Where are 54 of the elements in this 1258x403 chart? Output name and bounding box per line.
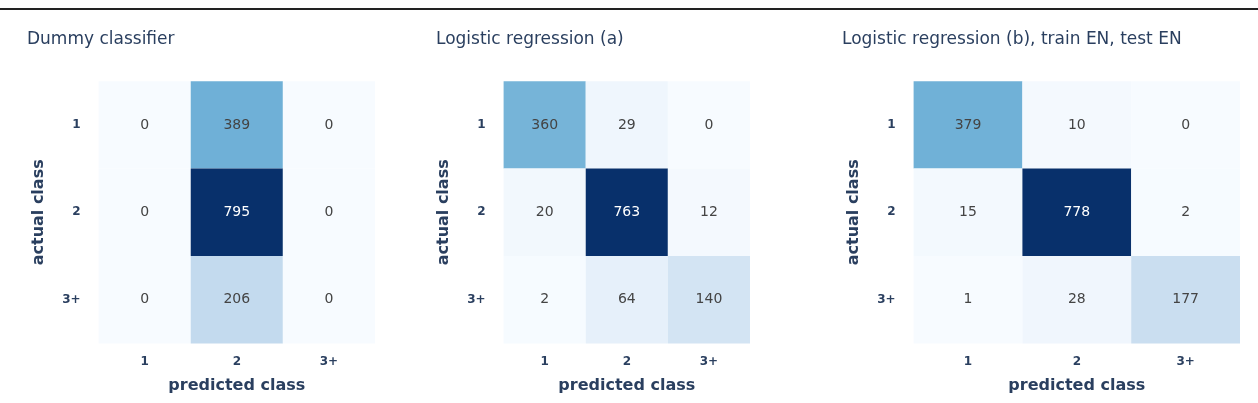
data-label: 778 [1063, 202, 1091, 219]
data-label: 15 [959, 202, 977, 219]
data-label: 763 [613, 202, 641, 219]
data-label: 28 [1067, 290, 1086, 307]
data-label: 29 [617, 115, 636, 132]
x-tick-label: 3+ [319, 353, 339, 368]
y-tick-label: 3+ [877, 291, 896, 306]
x-axis-title: predicted class [1008, 374, 1146, 394]
data-label: 140 [695, 290, 723, 307]
y-tick-label: 2 [477, 204, 486, 219]
y-tick-label: 1 [72, 117, 81, 132]
data-label: 0 [1181, 115, 1191, 132]
data-label: 0 [324, 202, 334, 219]
data-label: 389 [223, 115, 251, 132]
data-label: 795 [223, 202, 251, 219]
data-label: 20 [535, 202, 554, 219]
y-axis-title: actual class [842, 159, 862, 266]
data-label: 177 [1172, 290, 1199, 307]
data-label: 379 [954, 115, 982, 132]
x-tick-label: 1 [963, 353, 973, 368]
data-label: 64 [617, 290, 636, 307]
data-label: 10 [1067, 115, 1086, 132]
x-tick-label: 3+ [699, 353, 719, 368]
data-label: 1 [963, 290, 973, 307]
y-tick-label: 3+ [467, 291, 486, 306]
chart-title: Dummy classifier [26, 28, 176, 50]
x-tick-label: 2 [622, 353, 631, 368]
data-label: 12 [700, 202, 718, 219]
data-label: 2 [1181, 202, 1191, 219]
x-tick-label: 3+ [1176, 353, 1195, 368]
x-tick-label: 1 [140, 353, 149, 368]
x-tick-label: 1 [540, 353, 549, 368]
y-tick-label: 3+ [62, 291, 81, 306]
x-tick-label: 2 [232, 353, 241, 368]
y-axis-title: actual class [432, 159, 452, 266]
y-axis-title: actual class [27, 159, 47, 266]
y-tick-label: 1 [477, 117, 486, 132]
x-tick-label: 2 [1072, 353, 1081, 368]
chart-title: Logistic regression (b), train EN, test EN [841, 28, 1183, 50]
data-label: 0 [704, 115, 714, 132]
x-axis-title: predicted class [558, 374, 696, 394]
data-label: 0 [324, 290, 334, 307]
data-label: 360 [531, 115, 559, 132]
data-label: 206 [223, 290, 251, 307]
x-axis-title: predicted class [168, 374, 306, 394]
data-label: 0 [140, 202, 150, 219]
data-label: 2 [540, 290, 550, 307]
chart-title: Logistic regression (a) [435, 28, 625, 50]
data-label: 0 [324, 115, 334, 132]
y-tick-label: 2 [72, 204, 81, 219]
data-label: 0 [140, 115, 150, 132]
y-tick-label: 1 [887, 117, 896, 132]
data-label: 0 [140, 290, 150, 307]
y-tick-label: 2 [887, 204, 896, 219]
